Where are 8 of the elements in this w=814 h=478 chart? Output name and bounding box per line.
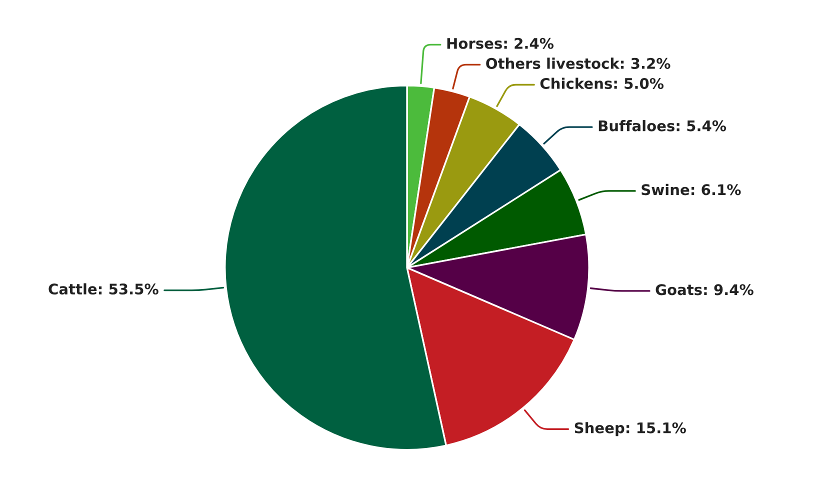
slice-label: Horses: 2.4%	[447, 38, 554, 49]
slice-label: Goats: 9.4%	[656, 284, 754, 296]
slice-label: Sheep: 15.1%	[574, 422, 686, 436]
slice-label: Buffaloes: 5.4%	[598, 120, 726, 132]
slice-label: Chickens: 5.0%	[540, 78, 664, 89]
slice-label: Others livestock: 3.2%	[486, 58, 670, 69]
slice-label: Cattle: 53.5%	[48, 283, 158, 295]
slice-label: Swine: 6.1%	[642, 184, 741, 196]
